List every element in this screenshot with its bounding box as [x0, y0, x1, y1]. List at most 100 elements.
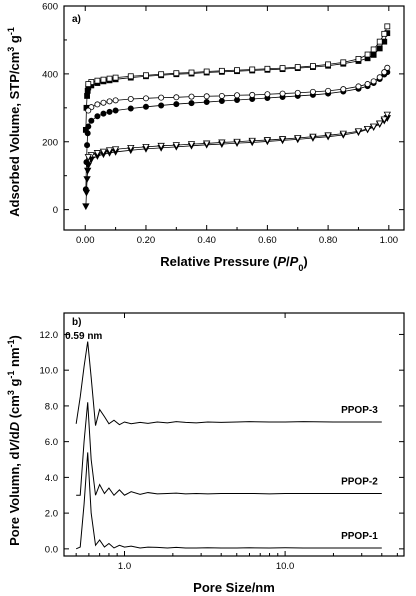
data-point-triangle [93, 150, 102, 157]
series-name-label: PPOP-2 [341, 476, 378, 487]
data-point-triangle [309, 133, 317, 141]
data-point-square [294, 64, 301, 70]
data-point-circle [94, 113, 101, 120]
data-point-square [127, 73, 134, 80]
data-point-triangle [324, 132, 332, 140]
data-point-circle [127, 105, 134, 112]
data-point-circle [112, 97, 119, 104]
y-tick-label: 0.0 [45, 544, 58, 555]
data-point-circle [218, 92, 225, 99]
data-point-circle [94, 101, 101, 108]
data-point-square [384, 23, 391, 30]
series-name-label: PPOP-3 [341, 405, 378, 416]
data-point-circle [309, 88, 316, 95]
data-point-triangle [380, 116, 388, 124]
data-point-triangle [172, 142, 180, 149]
x-axis-label: Relative Pressure (P/P0) [160, 254, 307, 273]
data-point-circle [84, 130, 91, 137]
y-tick-label: 2.0 [45, 509, 58, 520]
y-tick-label: 6.0 [45, 437, 58, 448]
y-tick-label: 400 [42, 69, 58, 80]
data-point-triangle [369, 123, 378, 131]
data-point-triangle [263, 137, 272, 144]
data-point-square [355, 56, 362, 62]
data-point-circle [188, 100, 195, 107]
data-point-circle [173, 101, 180, 108]
data-point-circle [84, 142, 91, 149]
data-point-circle [203, 93, 210, 100]
data-point-square [370, 46, 377, 53]
plot-frame [63, 312, 405, 557]
y-tick-label: 0 [53, 205, 58, 216]
peak-annotation: 0.59 nm [65, 331, 102, 342]
data-point-square [381, 30, 388, 37]
series-line [85, 33, 388, 130]
data-point-square [364, 51, 371, 58]
data-point-triangle [82, 189, 91, 197]
data-point-triangle [187, 141, 196, 148]
data-point-circle [203, 99, 210, 106]
x-tick-label: 0.00 [76, 235, 95, 246]
data-point-square [279, 65, 286, 72]
data-point-triangle [294, 135, 302, 142]
data-point-triangle [99, 148, 108, 156]
y-tick-label: 600 [42, 2, 58, 13]
y-axis-label: Pore Volumn, dV/dD (cm3 g-1 nm-1) [6, 335, 22, 546]
data-point-triangle [278, 136, 287, 143]
data-point-triangle [105, 147, 114, 155]
data-point-triangle [82, 203, 90, 211]
data-point-square [218, 67, 225, 74]
data-point-triangle [339, 130, 347, 138]
data-point-square [249, 66, 256, 73]
data-point-square [376, 45, 383, 52]
series-line [75, 341, 382, 426]
x-tick-label: 0.60 [258, 235, 277, 246]
data-point-triangle [127, 144, 135, 152]
data-point-triangle [363, 125, 372, 133]
x-tick-label: 1.00 [380, 235, 399, 246]
data-point-square [340, 59, 347, 66]
data-point-circle [340, 86, 347, 93]
data-point-circle [381, 69, 388, 76]
data-point-circle [158, 94, 165, 101]
x-tick-label: 0.20 [137, 235, 156, 246]
data-point-triangle [233, 138, 241, 146]
data-point-circle [188, 93, 195, 100]
y-tick-label: 8.0 [45, 401, 58, 412]
data-point-circle [279, 90, 286, 97]
data-point-triangle [142, 143, 150, 151]
data-point-circle [100, 99, 107, 106]
panel-a-isotherm-chart: 0 200 400 600 0.00 0.20 0.40 0.60 0.80 1.00 a) Rela… [6, 2, 405, 273]
x-tick-label: 1.0 [118, 561, 131, 572]
x-tick-label: 0.40 [197, 235, 216, 246]
data-point-square [173, 70, 180, 77]
data-point-square [143, 72, 149, 79]
data-point-circle [249, 91, 256, 98]
data-point-square [84, 93, 90, 99]
data-point-circle [142, 95, 149, 102]
y-axis-label: Adsorbed Volume, STP/cm3 g-1 [6, 27, 22, 217]
data-point-circle [173, 94, 180, 101]
data-point-triangle [84, 167, 92, 175]
data-point-square [325, 61, 332, 68]
data-point-triangle [203, 140, 211, 148]
x-tick-label: 10.0 [276, 561, 295, 572]
data-point-square [158, 71, 165, 78]
y-tick-label: 4.0 [45, 473, 58, 484]
data-point-circle [85, 123, 92, 130]
data-point-triangle [218, 139, 226, 147]
data-point-square [85, 81, 92, 87]
series-line [76, 402, 382, 497]
data-point-circle [370, 78, 377, 85]
data-point-circle [142, 103, 149, 110]
data-point-square [264, 65, 271, 72]
data-point-square [376, 38, 383, 45]
data-point-square [100, 76, 107, 83]
data-point-square [310, 63, 316, 69]
data-point-circle [355, 83, 362, 90]
data-point-square [188, 69, 195, 76]
data-point-triangle [376, 120, 384, 128]
data-point-triangle [84, 162, 92, 170]
data-point-circle [127, 95, 134, 102]
